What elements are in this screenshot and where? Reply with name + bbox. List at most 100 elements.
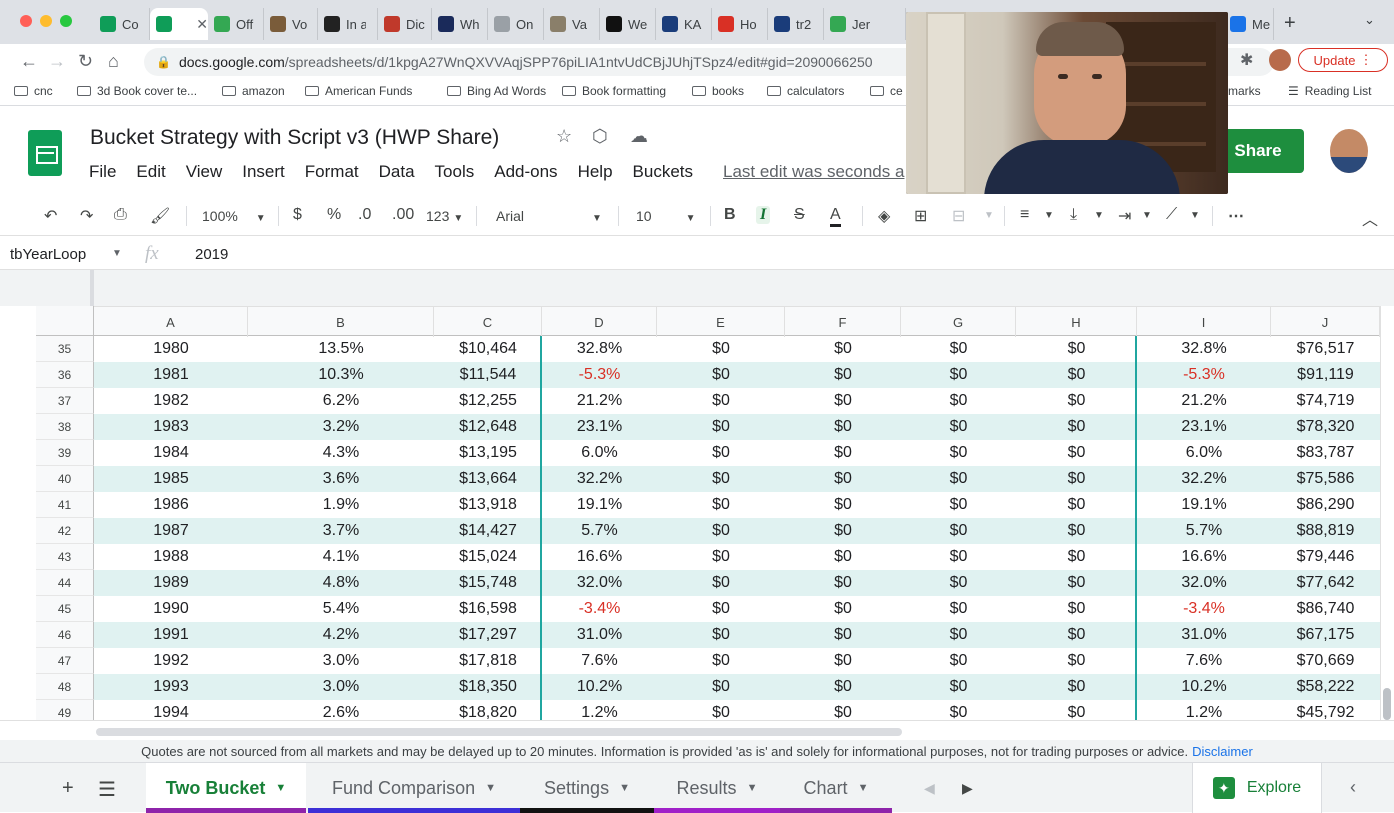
fill-color-icon[interactable]: ◈ xyxy=(878,208,891,225)
menu-view[interactable]: View xyxy=(185,162,223,181)
freeze-column-handle[interactable] xyxy=(90,270,94,306)
cell-e[interactable]: $0 xyxy=(712,444,730,461)
cell-c[interactable]: $12,648 xyxy=(459,418,517,435)
browser-tab[interactable]: tr2 xyxy=(768,8,824,40)
cell-d[interactable]: 31.0% xyxy=(576,626,623,643)
row-header[interactable]: 46 xyxy=(36,622,94,648)
browser-tab[interactable]: KA xyxy=(656,8,712,40)
forward-arrow-icon[interactable]: → xyxy=(48,51,66,71)
disclaimer-link[interactable]: Disclaimer xyxy=(1192,743,1253,759)
cell-g[interactable]: $0 xyxy=(949,678,968,695)
cell-i[interactable]: 32.2% xyxy=(1181,470,1227,487)
cell-j[interactable]: $45,792 xyxy=(1296,704,1355,721)
cell-e[interactable]: $0 xyxy=(712,626,730,643)
row-header[interactable]: 35 xyxy=(36,336,94,362)
cell-c[interactable]: $17,297 xyxy=(459,626,517,643)
cell-a[interactable]: 1994 xyxy=(153,704,189,721)
cell-e[interactable]: $0 xyxy=(712,392,730,409)
sheet-tab[interactable]: Settings ▼ xyxy=(520,763,654,813)
cell-i[interactable]: 10.2% xyxy=(1181,678,1227,695)
cell-j[interactable]: $58,222 xyxy=(1296,678,1355,695)
cell-g[interactable]: $0 xyxy=(949,522,968,539)
cell-a[interactable]: 1982 xyxy=(153,392,189,409)
strikethrough-button[interactable]: S xyxy=(794,206,805,223)
cell-b[interactable]: 4.8% xyxy=(322,574,360,591)
cell-b[interactable]: 3.0% xyxy=(322,652,360,669)
cell-h[interactable]: $0 xyxy=(1067,470,1086,487)
cell-b[interactable]: 3.0% xyxy=(322,678,360,695)
horizontal-align-icon[interactable]: ≡ xyxy=(1020,206,1030,223)
browser-tab[interactable]: Vo xyxy=(264,8,318,40)
cell-g[interactable]: $0 xyxy=(949,366,968,383)
cell-a[interactable]: 1990 xyxy=(153,600,189,617)
menu-add-ons[interactable]: Add-ons xyxy=(494,162,558,181)
extensions-puzzle-icon[interactable]: ✱ xyxy=(1240,52,1254,69)
menu-edit[interactable]: Edit xyxy=(136,162,166,181)
cell-i[interactable]: 21.2% xyxy=(1181,392,1227,409)
menu-data[interactable]: Data xyxy=(378,162,415,181)
menu-help[interactable]: Help xyxy=(577,162,613,181)
close-tab-icon[interactable]: ✕ xyxy=(196,15,208,32)
cell-g[interactable]: $0 xyxy=(949,626,968,643)
column-header-j[interactable]: J xyxy=(1271,307,1380,337)
cell-d[interactable]: 32.2% xyxy=(576,470,623,487)
column-header-c[interactable]: C xyxy=(434,307,542,337)
menu-format[interactable]: Format xyxy=(304,162,359,181)
cell-h[interactable]: $0 xyxy=(1067,340,1086,357)
bookmark-folder[interactable]: Bing Ad Words xyxy=(447,84,546,98)
cell-g[interactable]: $0 xyxy=(949,444,968,461)
cell-b[interactable]: 3.6% xyxy=(322,470,360,487)
cell-c[interactable]: $15,748 xyxy=(459,574,517,591)
account-avatar[interactable] xyxy=(1330,129,1368,173)
name-box[interactable]: tbYearLoop xyxy=(10,246,87,263)
browser-tab[interactable]: ✕ xyxy=(150,8,208,40)
cell-e[interactable]: $0 xyxy=(712,548,730,565)
row-header[interactable]: 45 xyxy=(36,596,94,622)
vertical-scroll-thumb[interactable] xyxy=(1383,688,1391,720)
cell-g[interactable]: $0 xyxy=(949,418,968,435)
cell-f[interactable]: $0 xyxy=(834,548,852,565)
cell-e[interactable]: $0 xyxy=(712,600,730,617)
menu-file[interactable]: File xyxy=(89,162,117,181)
cell-j[interactable]: $83,787 xyxy=(1296,444,1355,461)
cell-e[interactable]: $0 xyxy=(712,496,730,513)
cell-e[interactable]: $0 xyxy=(712,704,730,721)
bookmark-folder[interactable]: ce xyxy=(870,84,903,98)
cell-j[interactable]: $76,517 xyxy=(1296,340,1355,357)
borders-icon[interactable]: ⊞ xyxy=(914,208,928,225)
cell-e[interactable]: $0 xyxy=(712,418,730,435)
cell-h[interactable]: $0 xyxy=(1067,418,1086,435)
cell-i[interactable]: -3.4% xyxy=(1183,600,1225,617)
cell-h[interactable]: $0 xyxy=(1067,600,1086,617)
row-header[interactable]: 36 xyxy=(36,362,94,388)
browser-tab[interactable]: Dic xyxy=(378,8,432,40)
cell-d[interactable]: 21.2% xyxy=(576,392,623,409)
cell-d[interactable]: 19.1% xyxy=(576,496,623,513)
cell-a[interactable]: 1986 xyxy=(153,496,189,513)
cell-h[interactable]: $0 xyxy=(1067,678,1086,695)
cell-f[interactable]: $0 xyxy=(834,366,852,383)
more-formats-button[interactable]: 123 ▼ xyxy=(426,208,463,224)
cell-e[interactable]: $0 xyxy=(712,678,730,695)
cell-c[interactable]: $17,818 xyxy=(459,652,517,669)
minimize-window-button[interactable] xyxy=(40,15,52,27)
text-rotation-icon[interactable]: ⟋ xyxy=(1166,206,1178,223)
other-bookmarks[interactable]: kmarks xyxy=(1222,84,1261,98)
cell-j[interactable]: $77,642 xyxy=(1296,574,1355,591)
menu-insert[interactable]: Insert xyxy=(242,162,285,181)
browser-tab[interactable]: Me xyxy=(1224,8,1274,40)
cell-g[interactable]: $0 xyxy=(949,548,968,565)
cell-b[interactable]: 13.5% xyxy=(318,340,364,357)
scroll-tabs-left-icon[interactable]: ◀ xyxy=(924,780,935,796)
cell-e[interactable]: $0 xyxy=(712,652,730,669)
cell-a[interactable]: 1985 xyxy=(153,470,189,487)
last-edit-link[interactable]: Last edit was seconds a xyxy=(723,162,905,181)
cell-f[interactable]: $0 xyxy=(834,704,852,721)
reload-icon[interactable]: ↻ xyxy=(78,51,94,71)
cell-c[interactable]: $11,544 xyxy=(459,366,517,383)
browser-tab[interactable]: In a xyxy=(318,8,378,40)
italic-button[interactable]: I xyxy=(756,206,771,224)
cell-f[interactable]: $0 xyxy=(834,678,852,695)
cell-f[interactable]: $0 xyxy=(834,444,852,461)
cell-d[interactable]: -5.3% xyxy=(578,366,621,383)
